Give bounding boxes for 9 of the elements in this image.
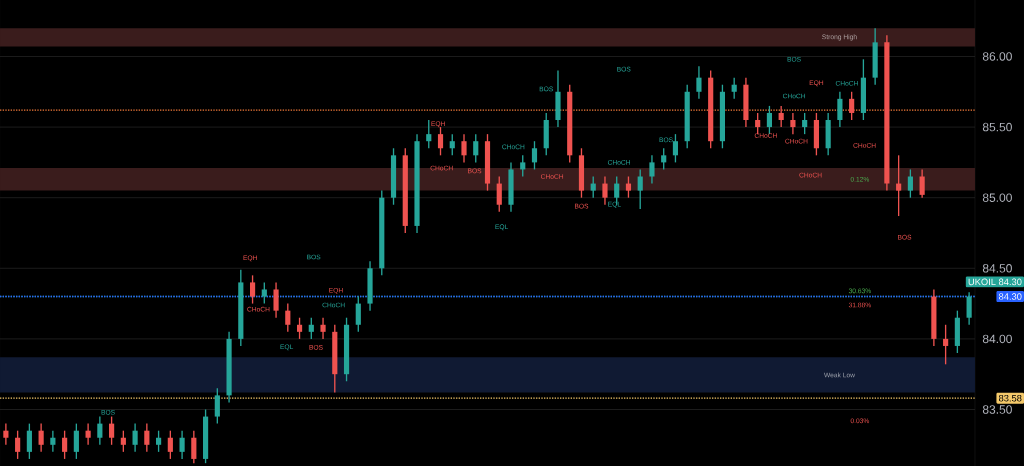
y-tick-label: 86.00 xyxy=(982,52,1012,61)
y-tick-label: 84.50 xyxy=(982,264,1012,273)
ref-line-label: 83.58 xyxy=(998,394,1022,402)
y-tick-label: 85.00 xyxy=(982,193,1012,202)
y-tick-label: 83.50 xyxy=(982,405,1012,414)
ref-line-label: 84.30 xyxy=(998,293,1022,300)
ref-line-label: UKOIL 84.30 xyxy=(968,278,1022,286)
y-tick-label: 85.50 xyxy=(982,122,1012,132)
y-tick-label: 84.00 xyxy=(982,334,1012,344)
